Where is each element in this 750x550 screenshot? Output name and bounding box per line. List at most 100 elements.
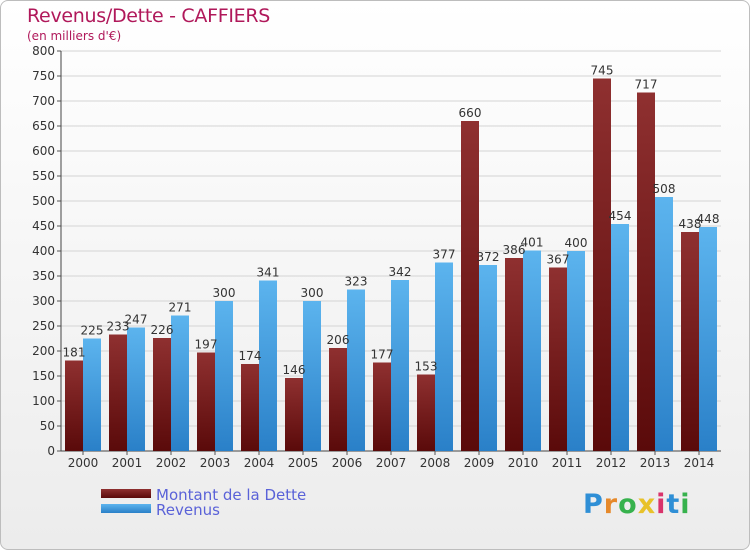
bar-revenus [127, 327, 145, 451]
bar-dette [549, 267, 567, 451]
x-tick-label: 2007 [376, 456, 407, 470]
bar-revenus [523, 250, 541, 451]
x-tick-label: 2010 [508, 456, 539, 470]
x-tick-label: 2014 [684, 456, 715, 470]
y-tick-label: 550 [32, 169, 55, 183]
axes: 0 50 100 150 200 250 300 350 400 450 500 550 600 650 7… [32, 44, 721, 470]
logo-letter: P [583, 489, 604, 520]
data-label-dette: 386 [503, 243, 526, 257]
data-label-dette: 206 [327, 333, 350, 347]
x-tick-label: 2006 [332, 456, 363, 470]
data-label-revenus: 247 [125, 313, 148, 327]
x-tick-label: 2009 [464, 456, 495, 470]
legend-swatch-dette [101, 489, 151, 498]
bar-revenus [303, 301, 321, 451]
y-tick-label: 0 [47, 444, 55, 458]
data-label-revenus: 454 [609, 209, 632, 223]
data-label-dette: 181 [63, 346, 86, 360]
x-tick-label: 2000 [68, 456, 99, 470]
y-tick-label: 750 [32, 69, 55, 83]
data-label-revenus: 448 [697, 212, 720, 226]
bar-dette [505, 258, 523, 451]
x-tick-label: 2012 [596, 456, 627, 470]
bar-revenus [435, 262, 453, 451]
data-label-revenus: 323 [345, 275, 368, 289]
data-label-dette: 177 [371, 348, 394, 362]
bar-revenus [83, 338, 101, 451]
data-label-dette: 174 [239, 349, 262, 363]
y-tick-label: 650 [32, 119, 55, 133]
data-label-revenus: 401 [521, 236, 544, 250]
x-tick-label: 2002 [156, 456, 187, 470]
bar-revenus [391, 280, 409, 451]
y-tick-label: 700 [32, 94, 55, 108]
y-tick-label: 500 [32, 194, 55, 208]
data-label-dette: 367 [547, 253, 570, 267]
logo-letter: x [637, 489, 657, 520]
data-label-revenus: 271 [169, 301, 192, 315]
bar-dette [241, 364, 259, 451]
legend-swatch-revenus [101, 504, 151, 513]
bar-revenus [259, 280, 277, 451]
x-tick-label: 2013 [640, 456, 671, 470]
bar-revenus [655, 197, 673, 451]
data-label-dette: 153 [415, 360, 438, 374]
data-label-dette: 233 [107, 320, 130, 334]
logo-letter: o [618, 489, 638, 520]
y-tick-label: 350 [32, 269, 55, 283]
chart-subtitle: (en milliers d'€) [27, 29, 122, 43]
y-tick-label: 800 [32, 44, 55, 58]
bar-dette [681, 232, 699, 451]
bar-dette [637, 92, 655, 451]
y-tick-label: 50 [40, 419, 55, 433]
bar-dette [109, 334, 127, 451]
bar-revenus [699, 227, 717, 451]
y-tick-label: 400 [32, 244, 55, 258]
y-tick-label: 250 [32, 319, 55, 333]
x-tick-label: 2001 [112, 456, 143, 470]
bar-dette [153, 338, 171, 451]
legend-label-revenus: Revenus [156, 501, 220, 519]
data-label-dette: 226 [151, 323, 174, 337]
x-tick-label: 2005 [288, 456, 319, 470]
bar-dette [417, 374, 435, 451]
data-label-dette: 745 [591, 64, 614, 78]
bar-dette [65, 360, 83, 451]
data-label-dette: 197 [195, 338, 218, 352]
logo-letter: r [603, 489, 619, 520]
bar-revenus [215, 301, 233, 451]
data-label-revenus: 377 [433, 248, 456, 262]
y-tick-label: 200 [32, 344, 55, 358]
bar-revenus [479, 265, 497, 451]
bars [65, 78, 717, 451]
data-label-dette: 438 [679, 217, 702, 231]
y-tick-label: 450 [32, 219, 55, 233]
legend-label-dette: Montant de la Dette [156, 486, 307, 504]
chart-title: Revenus/Dette - CAFFIERS [27, 5, 270, 27]
y-tick-label: 100 [32, 394, 55, 408]
logo-letter: i [680, 489, 691, 520]
logo-letter: t [666, 489, 681, 520]
bar-dette [461, 121, 479, 451]
x-tick-label: 2011 [552, 456, 583, 470]
data-label-revenus: 372 [477, 250, 500, 264]
data-label-revenus: 300 [301, 286, 324, 300]
x-tick-label: 2004 [244, 456, 275, 470]
bar-revenus [567, 251, 585, 451]
y-tick-label: 150 [32, 369, 55, 383]
data-label-revenus: 508 [653, 182, 676, 196]
logo-letter: i [656, 489, 667, 520]
data-label-revenus: 342 [389, 265, 412, 279]
y-tick-label: 600 [32, 144, 55, 158]
data-label-revenus: 400 [565, 236, 588, 250]
data-label-revenus: 341 [257, 266, 280, 280]
bar-revenus [171, 315, 189, 451]
bar-revenus [611, 224, 629, 451]
bar-dette [329, 348, 347, 451]
data-label-revenus: 225 [81, 324, 104, 338]
bar-dette [197, 352, 215, 451]
data-label-dette: 717 [635, 78, 658, 92]
